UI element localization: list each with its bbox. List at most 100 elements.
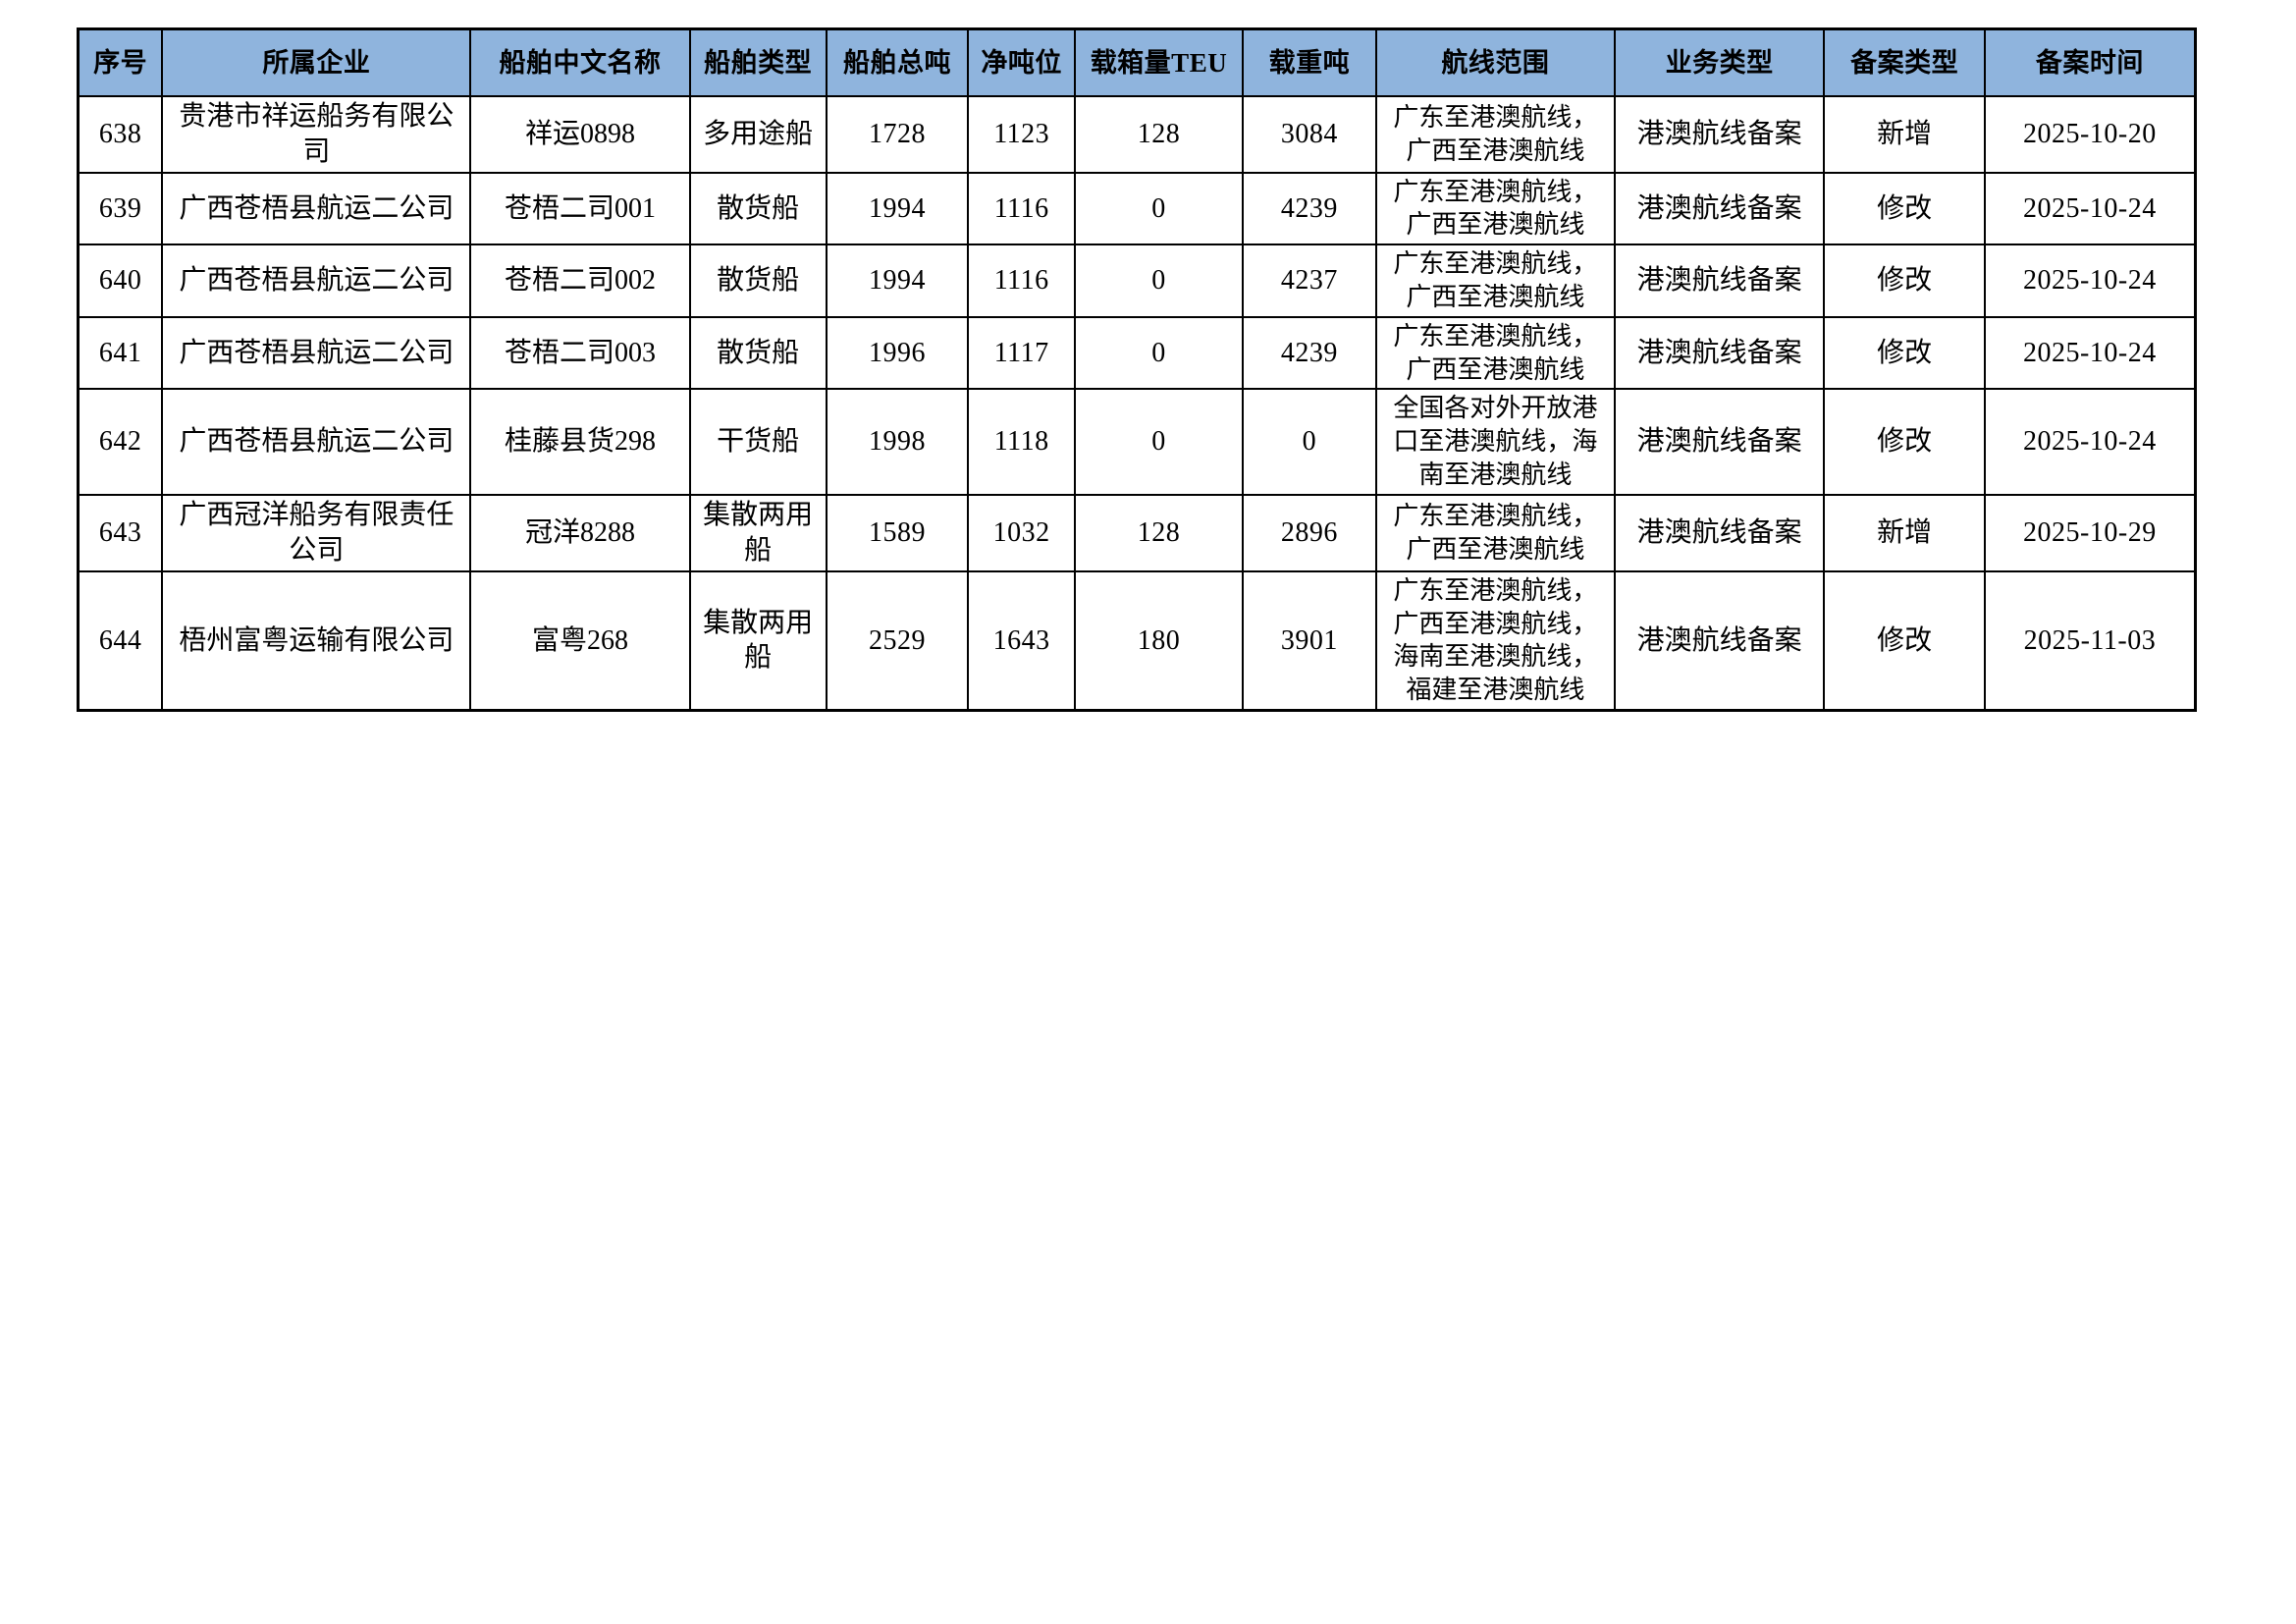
- cell-route-range: 广东至港澳航线，广西至港澳航线: [1374, 171, 1616, 246]
- cell-ship-name: 苍梧二司001: [469, 171, 691, 246]
- cell-net-tonnage: 1116: [967, 244, 1077, 318]
- cell-ship-name: 苍梧二司002: [469, 244, 691, 318]
- cell-ship-type: 散货船: [688, 171, 828, 246]
- cell-business-type: 港澳航线备案: [1613, 244, 1826, 318]
- table-body: 638 贵港市祥运船务有限公司 祥运0898 多用途船 1728 1123 12…: [77, 95, 2197, 712]
- column-header-route-range: 航线范围: [1374, 27, 1616, 97]
- cell-deadweight: 4239: [1241, 315, 1377, 391]
- cell-deadweight: 4239: [1241, 171, 1377, 246]
- cell-ship-name: 富粤268: [469, 569, 691, 712]
- cell-teu: 128: [1074, 95, 1244, 174]
- table-row: 639 广西苍梧县航运二公司 苍梧二司001 散货船 1994 1116 0 4…: [77, 171, 2197, 246]
- column-header-net-tonnage: 净吨位: [967, 27, 1077, 97]
- column-header-ship-name: 船舶中文名称: [469, 27, 691, 97]
- cell-index: 639: [77, 171, 164, 246]
- cell-route-range: 广东至港澳航线，广西至港澳航线，海南至港澳航线，福建至港澳航线: [1374, 569, 1616, 712]
- column-header-record-type: 备案类型: [1823, 27, 1986, 97]
- cell-company: 广西苍梧县航运二公司: [161, 171, 472, 246]
- cell-record-type: 修改: [1823, 388, 1986, 496]
- cell-company: 梧州富粤运输有限公司: [161, 569, 472, 712]
- table-row: 643 广西冠洋船务有限责任公司 冠洋8288 集散两用船 1589 1032 …: [77, 493, 2197, 572]
- column-header-teu: 载箱量TEU: [1074, 27, 1244, 97]
- cell-record-date: 2025-10-24: [1983, 244, 2197, 318]
- column-header-ship-type: 船舶类型: [688, 27, 828, 97]
- cell-record-type: 新增: [1823, 493, 1986, 572]
- cell-record-type: 修改: [1823, 315, 1986, 391]
- cell-deadweight: 3084: [1241, 95, 1377, 174]
- cell-net-tonnage: 1116: [967, 171, 1077, 246]
- column-header-deadweight: 载重吨: [1241, 27, 1377, 97]
- column-header-record-date: 备案时间: [1983, 27, 2197, 97]
- cell-business-type: 港澳航线备案: [1613, 315, 1826, 391]
- cell-deadweight: 3901: [1241, 569, 1377, 712]
- cell-ship-type: 多用途船: [688, 95, 828, 174]
- table-row: 642 广西苍梧县航运二公司 桂藤县货298 干货船 1998 1118 0 0…: [77, 388, 2197, 496]
- cell-ship-type: 集散两用船: [688, 493, 828, 572]
- column-header-index: 序号: [77, 27, 164, 97]
- cell-teu: 0: [1074, 171, 1244, 246]
- cell-teu: 0: [1074, 388, 1244, 496]
- table-row: 644 梧州富粤运输有限公司 富粤268 集散两用船 2529 1643 180…: [77, 569, 2197, 712]
- cell-company: 广西苍梧县航运二公司: [161, 388, 472, 496]
- cell-route-range: 广东至港澳航线，广西至港澳航线: [1374, 493, 1616, 572]
- cell-deadweight: 2896: [1241, 493, 1377, 572]
- table-row: 638 贵港市祥运船务有限公司 祥运0898 多用途船 1728 1123 12…: [77, 95, 2197, 174]
- cell-record-type: 修改: [1823, 569, 1986, 712]
- cell-gross-tonnage: 1998: [825, 388, 970, 496]
- cell-business-type: 港澳航线备案: [1613, 569, 1826, 712]
- cell-gross-tonnage: 1994: [825, 171, 970, 246]
- column-header-company: 所属企业: [161, 27, 472, 97]
- column-header-gross-tonnage: 船舶总吨: [825, 27, 970, 97]
- cell-route-range: 全国各对外开放港口至港澳航线，海南至港澳航线: [1374, 388, 1616, 496]
- header-row: 序号 所属企业 船舶中文名称 船舶类型 船舶总吨 净吨位 载箱量TEU 载重吨 …: [77, 27, 2197, 97]
- cell-index: 644: [77, 569, 164, 712]
- cell-record-date: 2025-10-24: [1983, 315, 2197, 391]
- cell-teu: 128: [1074, 493, 1244, 572]
- cell-index: 638: [77, 95, 164, 174]
- cell-gross-tonnage: 2529: [825, 569, 970, 712]
- cell-business-type: 港澳航线备案: [1613, 171, 1826, 246]
- cell-business-type: 港澳航线备案: [1613, 95, 1826, 174]
- cell-route-range: 广东至港澳航线，广西至港澳航线: [1374, 315, 1616, 391]
- cell-business-type: 港澳航线备案: [1613, 388, 1826, 496]
- cell-record-type: 修改: [1823, 171, 1986, 246]
- cell-record-type: 修改: [1823, 244, 1986, 318]
- cell-company: 贵港市祥运船务有限公司: [161, 95, 472, 174]
- cell-gross-tonnage: 1589: [825, 493, 970, 572]
- cell-route-range: 广东至港澳航线，广西至港澳航线: [1374, 244, 1616, 318]
- cell-record-date: 2025-10-29: [1983, 493, 2197, 572]
- cell-company: 广西苍梧县航运二公司: [161, 315, 472, 391]
- cell-company: 广西冠洋船务有限责任公司: [161, 493, 472, 572]
- cell-net-tonnage: 1032: [967, 493, 1077, 572]
- column-header-business-type: 业务类型: [1613, 27, 1826, 97]
- cell-index: 643: [77, 493, 164, 572]
- cell-ship-name: 冠洋8288: [469, 493, 691, 572]
- cell-route-range: 广东至港澳航线，广西至港澳航线: [1374, 95, 1616, 174]
- cell-net-tonnage: 1117: [967, 315, 1077, 391]
- cell-company: 广西苍梧县航运二公司: [161, 244, 472, 318]
- cell-business-type: 港澳航线备案: [1613, 493, 1826, 572]
- cell-index: 640: [77, 244, 164, 318]
- cell-ship-type: 散货船: [688, 315, 828, 391]
- cell-record-date: 2025-10-20: [1983, 95, 2197, 174]
- cell-record-date: 2025-10-24: [1983, 388, 2197, 496]
- cell-gross-tonnage: 1994: [825, 244, 970, 318]
- cell-teu: 180: [1074, 569, 1244, 712]
- cell-ship-name: 祥运0898: [469, 95, 691, 174]
- cell-ship-type: 散货船: [688, 244, 828, 318]
- cell-ship-name: 苍梧二司003: [469, 315, 691, 391]
- cell-ship-type: 集散两用船: [688, 569, 828, 712]
- ship-record-table: 序号 所属企业 船舶中文名称 船舶类型 船舶总吨 净吨位 载箱量TEU 载重吨 …: [77, 27, 2197, 713]
- cell-deadweight: 4237: [1241, 244, 1377, 318]
- cell-index: 641: [77, 315, 164, 391]
- cell-teu: 0: [1074, 315, 1244, 391]
- cell-deadweight: 0: [1241, 388, 1377, 496]
- table-row: 640 广西苍梧县航运二公司 苍梧二司002 散货船 1994 1116 0 4…: [77, 244, 2197, 318]
- cell-net-tonnage: 1123: [967, 95, 1077, 174]
- cell-gross-tonnage: 1728: [825, 95, 970, 174]
- cell-net-tonnage: 1643: [967, 569, 1077, 712]
- cell-record-date: 2025-11-03: [1983, 569, 2197, 712]
- cell-ship-type: 干货船: [688, 388, 828, 496]
- cell-record-date: 2025-10-24: [1983, 171, 2197, 246]
